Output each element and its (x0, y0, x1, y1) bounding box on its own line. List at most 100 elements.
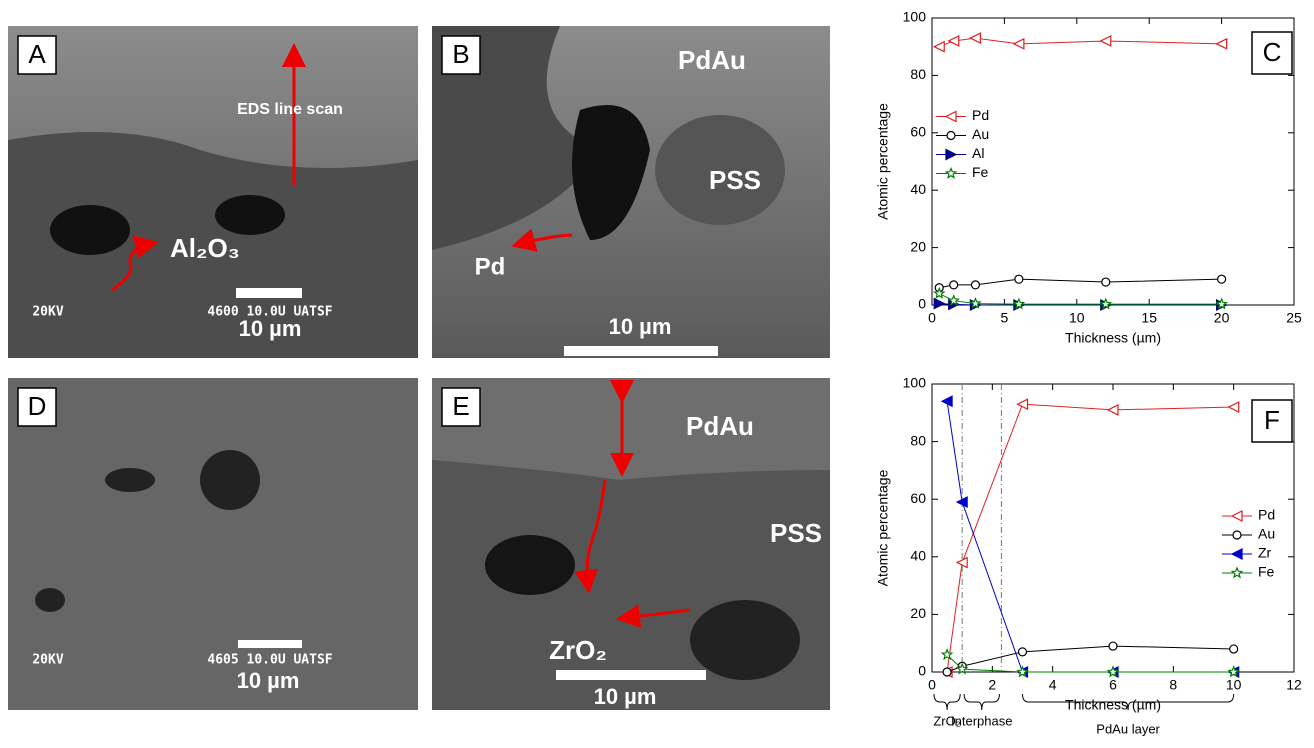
y-tick-label: 40 (910, 548, 926, 564)
data-point (1018, 399, 1028, 409)
sem-images (8, 26, 830, 710)
image-annotation: PSS (709, 165, 761, 195)
image-annotation: 10 µm (594, 684, 657, 709)
panel-label: B (452, 39, 469, 69)
x-tick-label: 20 (1214, 310, 1230, 326)
image-annotation: Al₂O₃ (170, 233, 240, 263)
pore (200, 450, 260, 510)
data-point (1101, 36, 1111, 46)
panel-label: F (1264, 405, 1280, 435)
x-tick-label: 0 (928, 677, 936, 693)
data-point (1230, 645, 1238, 653)
y-tick-label: 100 (903, 9, 927, 25)
region-brace (964, 694, 999, 710)
panel-label: A (28, 39, 46, 69)
legend-marker (1232, 549, 1242, 559)
y-axis-label: Atomic percentage (875, 469, 891, 586)
data-point (970, 33, 980, 43)
legend-marker (946, 112, 956, 122)
data-point (1229, 402, 1239, 412)
series-line (947, 646, 1234, 672)
panel-label: E (452, 391, 469, 421)
region-label: PdAu layer (1096, 721, 1160, 736)
legend-label: Au (972, 126, 989, 142)
image-annotation: 10 µm (609, 314, 672, 339)
y-tick-label: 60 (910, 124, 926, 140)
x-tick-label: 8 (1169, 677, 1177, 693)
pore (485, 535, 575, 595)
data-point (1218, 275, 1226, 283)
legend-marker (946, 169, 956, 178)
data-point (971, 281, 979, 289)
x-tick-label: 12 (1286, 677, 1302, 693)
scale-bar (556, 670, 706, 680)
legend-marker (947, 132, 955, 140)
series-line (947, 655, 1234, 672)
data-point (934, 299, 944, 309)
y-tick-label: 0 (918, 663, 926, 679)
panel-label: D (28, 391, 47, 421)
x-axis-label: Thickness (µm) (1065, 697, 1161, 713)
image-annotation: 10 µm (237, 668, 300, 693)
plot-frame (932, 18, 1294, 305)
y-tick-label: 0 (918, 296, 926, 312)
x-axis-label: Thickness (µm) (1065, 330, 1161, 346)
legend-label: Fe (1258, 564, 1275, 580)
scale-bar (238, 640, 302, 648)
y-tick-label: 80 (910, 432, 926, 448)
data-point (949, 36, 959, 46)
series-line (947, 404, 1234, 672)
x-tick-label: 6 (1109, 677, 1117, 693)
legend-label: Al (972, 145, 984, 161)
image-annotation: 10 µm (239, 316, 302, 341)
x-tick-label: 10 (1226, 677, 1242, 693)
legend-label: Fe (972, 164, 989, 180)
x-tick-label: 5 (1001, 310, 1009, 326)
data-point (942, 396, 952, 406)
data-point (1102, 278, 1110, 286)
pore (215, 195, 285, 235)
x-tick-label: 2 (988, 677, 996, 693)
image-annotation: PdAu (686, 411, 754, 441)
legend-label: Pd (972, 107, 989, 123)
image-annotation: PSS (770, 518, 822, 548)
image-annotation: 4605 10.0U UATSF (207, 653, 332, 668)
image-annotation: EDS line scan (237, 101, 343, 118)
series-line (939, 279, 1221, 288)
figure: AEDS line scanAl₂O₃20KV4600 10.0U UATSF1… (0, 0, 1314, 748)
x-tick-label: 15 (1141, 310, 1157, 326)
panel-label: C (1263, 37, 1282, 67)
x-tick-label: 10 (1069, 310, 1085, 326)
data-point (1109, 642, 1117, 650)
y-tick-label: 80 (910, 66, 926, 82)
image-annotation: 20KV (32, 653, 63, 668)
pore (50, 205, 130, 255)
data-point (1108, 405, 1118, 415)
data-point (934, 42, 944, 52)
y-tick-label: 100 (903, 375, 927, 391)
data-point (943, 668, 951, 676)
y-tick-label: 40 (910, 181, 926, 197)
data-point (1217, 39, 1227, 49)
legend-label: Zr (1258, 545, 1272, 561)
y-axis-label: Atomic percentage (875, 103, 891, 220)
legend-marker (946, 150, 956, 160)
x-tick-label: 0 (928, 310, 936, 326)
series-line (939, 294, 1221, 305)
legend-label: Au (1258, 526, 1275, 542)
series-line (939, 38, 1221, 47)
scale-bar (564, 346, 718, 356)
y-tick-label: 20 (910, 605, 926, 621)
y-tick-label: 20 (910, 238, 926, 254)
image-annotation: PdAu (678, 45, 746, 75)
data-point (1019, 648, 1027, 656)
region-brace (934, 694, 960, 710)
image-annotation: Pd (475, 253, 506, 280)
data-point (950, 281, 958, 289)
image-annotation: 20KV (32, 305, 63, 320)
image-annotation: ZrO₂ (549, 635, 607, 665)
scale-bar (236, 288, 302, 298)
legend-marker (1232, 511, 1242, 521)
y-tick-label: 60 (910, 490, 926, 506)
pore (690, 600, 800, 680)
